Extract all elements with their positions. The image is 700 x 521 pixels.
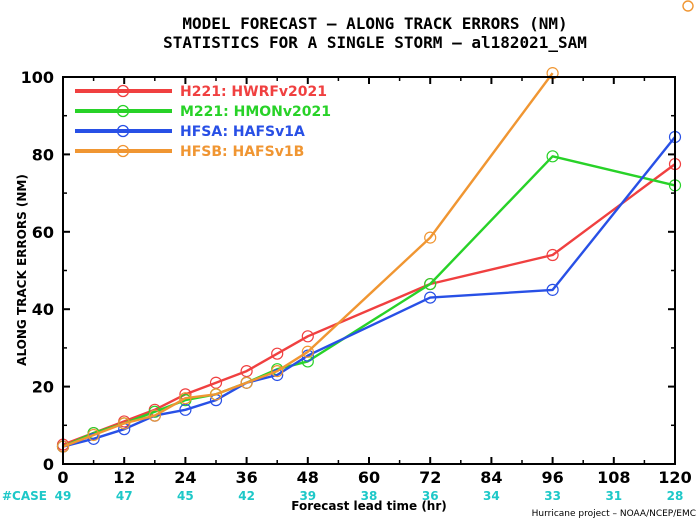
case-count: 38 [361, 489, 378, 503]
y-tick-label: 0 [43, 455, 54, 474]
series-point [301, 330, 314, 343]
series-point [179, 392, 192, 405]
series-point [240, 376, 253, 389]
legend-marker [116, 104, 130, 118]
x-tick-label: 84 [480, 468, 502, 487]
legend-entry: HFSA: HAFSv1A [180, 124, 305, 140]
x-tick-label: 108 [597, 468, 630, 487]
series-point [240, 365, 253, 378]
series-point [87, 428, 100, 442]
x-tick-label: 12 [113, 468, 135, 487]
case-count: 36 [422, 489, 439, 503]
series-point [424, 231, 437, 244]
case-count: 42 [238, 489, 255, 503]
legend-entry: H221: HWRFv2021 [180, 84, 327, 100]
x-tick-label: 48 [297, 468, 319, 487]
x-axis: 0 12 24 36 48 60 72 84 96 108 120 [57, 77, 692, 487]
x-tick-label: 36 [235, 468, 257, 487]
case-count: 49 [55, 489, 72, 503]
case-count: 45 [177, 489, 194, 503]
series-line-1 [62, 155, 676, 448]
chart-subtitle: STATISTICS FOR A SINGLE STORM – al182021… [163, 33, 587, 52]
series-point [271, 368, 284, 382]
series-point [87, 432, 100, 445]
case-count: 39 [299, 489, 316, 503]
series-point [209, 388, 223, 401]
series-line-3 [62, 72, 554, 448]
series-point [148, 409, 161, 422]
legend-entry: HFSB: HAFSv1B [180, 144, 304, 160]
y-tick-label: 100 [21, 68, 54, 87]
series-point [271, 365, 284, 378]
case-count: 28 [667, 489, 684, 503]
series-layer [56, 67, 682, 453]
series-point [546, 283, 559, 296]
series-point [546, 248, 559, 262]
series-point [301, 345, 314, 358]
y-axis-label: ALONG TRACK ERRORS (NM) [15, 174, 29, 366]
x-tick-label: 24 [174, 468, 196, 487]
legend: H221: HWRFv2021 M221: HMONv2021 HFSA: HAFS… [75, 84, 331, 160]
case-counts: 49 47 45 42 39 38 36 34 33 31 28 [55, 489, 684, 503]
case-count: 34 [483, 489, 500, 503]
y-tick-label: 60 [32, 223, 54, 242]
x-tick-label: 60 [358, 468, 380, 487]
series-line-2 [62, 136, 676, 448]
series-point [546, 150, 559, 163]
credit: Hurricane project – NOAA/NCEP/EMC [532, 509, 696, 519]
y-tick-label: 40 [32, 300, 54, 319]
clipped-marker [682, 0, 694, 12]
case-count: 47 [116, 489, 133, 503]
series-point [271, 347, 284, 360]
series-point [118, 417, 131, 430]
x-axis-label: Forecast lead time (hr) [291, 499, 447, 513]
y-axis: 0 20 40 60 80 100 [21, 68, 675, 474]
y-tick-label: 20 [32, 378, 54, 397]
y-tick-label: 80 [32, 145, 54, 164]
chart-title: MODEL FORECAST – ALONG TRACK ERRORS (NM) [182, 14, 567, 33]
x-tick-label: 96 [541, 468, 563, 487]
x-tick-label: 120 [658, 468, 691, 487]
series-point [179, 403, 192, 416]
legend-marker [116, 124, 130, 138]
case-count: 33 [544, 489, 561, 503]
series-point [424, 291, 437, 304]
x-tick-label: 0 [57, 468, 68, 487]
case-count: 31 [605, 489, 622, 503]
legend-entry: M221: HMONv2021 [180, 104, 331, 120]
case-label: #CASE [2, 489, 47, 503]
x-tick-label: 72 [419, 468, 441, 487]
series-line-0 [62, 163, 676, 446]
legend-marker [116, 144, 130, 158]
series-point [424, 277, 437, 291]
series-point [209, 376, 223, 389]
legend-marker [116, 84, 130, 98]
